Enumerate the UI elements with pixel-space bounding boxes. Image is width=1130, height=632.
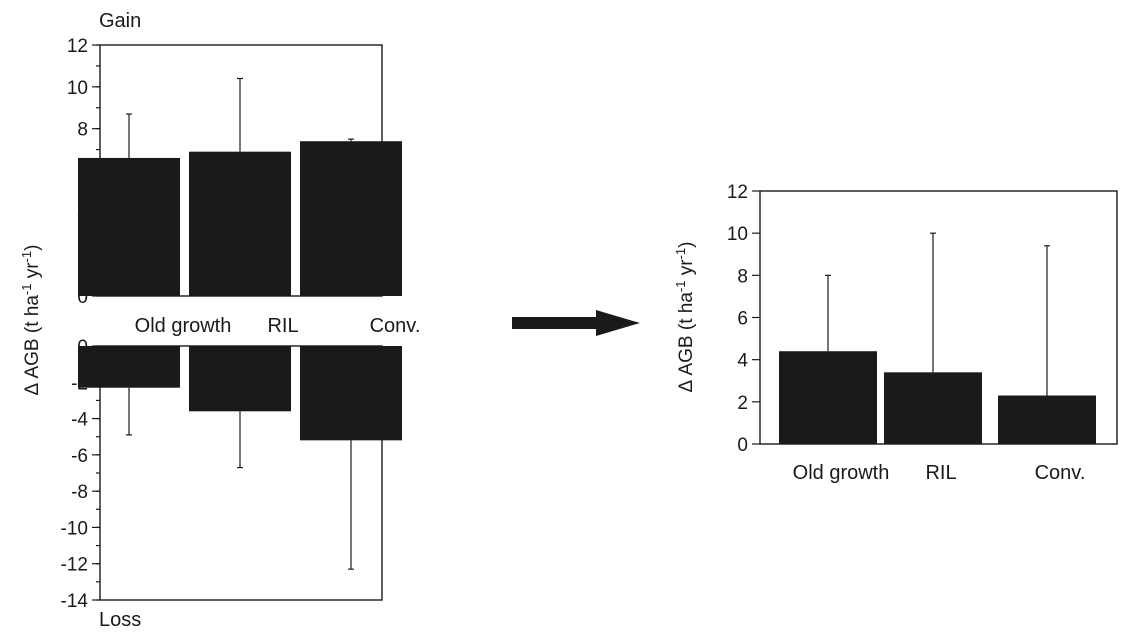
category-label: Conv. (1035, 462, 1086, 484)
y-tick-label: 8 (737, 266, 748, 287)
y-tick-label: 4 (737, 351, 748, 372)
bar-loss-1 (78, 346, 180, 388)
y-tick-label: 6 (737, 309, 748, 330)
bar-net-1 (779, 351, 877, 444)
y-tick-label: -12 (61, 555, 88, 576)
y-tick-label: -10 (61, 518, 88, 539)
loss-corner-label: Loss (99, 609, 141, 631)
net-change-panel: 0 2 4 6 8 10 12 Old growth RIL Conv. (727, 182, 1118, 484)
y-tick-label: -4 (71, 410, 88, 431)
y-tick-label: -6 (71, 446, 88, 467)
y-tick-label: 2 (737, 393, 748, 414)
bar-gain-1 (78, 157, 180, 296)
bar-loss-3 (300, 346, 402, 441)
y-tick-label: 10 (727, 224, 748, 245)
y-tick-label: 12 (727, 182, 748, 203)
y-tick-label: 12 (67, 36, 88, 57)
left-y-axis-label: Δ AGB (t ha-1 yr-1) (19, 245, 43, 396)
gain-corner-label: Gain (99, 10, 141, 32)
bar-net-3 (998, 395, 1096, 444)
y-tick-label: 0 (737, 435, 748, 456)
category-label: RIL (925, 462, 956, 484)
category-label: RIL (267, 315, 298, 337)
bar-loss-2 (189, 346, 291, 412)
bar-gain-2 (189, 151, 291, 296)
y-tick-label: -14 (61, 591, 89, 612)
y-tick-label: 0 (77, 287, 88, 308)
y-tick-label: -8 (71, 482, 88, 503)
category-label: Old growth (135, 315, 232, 337)
arrow-icon (512, 310, 640, 336)
category-label: Old growth (793, 462, 890, 484)
category-label: Conv. (370, 315, 421, 337)
y-tick-label: 10 (67, 78, 88, 99)
y-tick-label: 8 (77, 120, 88, 141)
bar-gain-3 (300, 141, 402, 296)
bar-net-2 (884, 372, 982, 444)
right-y-axis-label: Δ AGB (t ha-1 yr-1) (673, 242, 697, 393)
